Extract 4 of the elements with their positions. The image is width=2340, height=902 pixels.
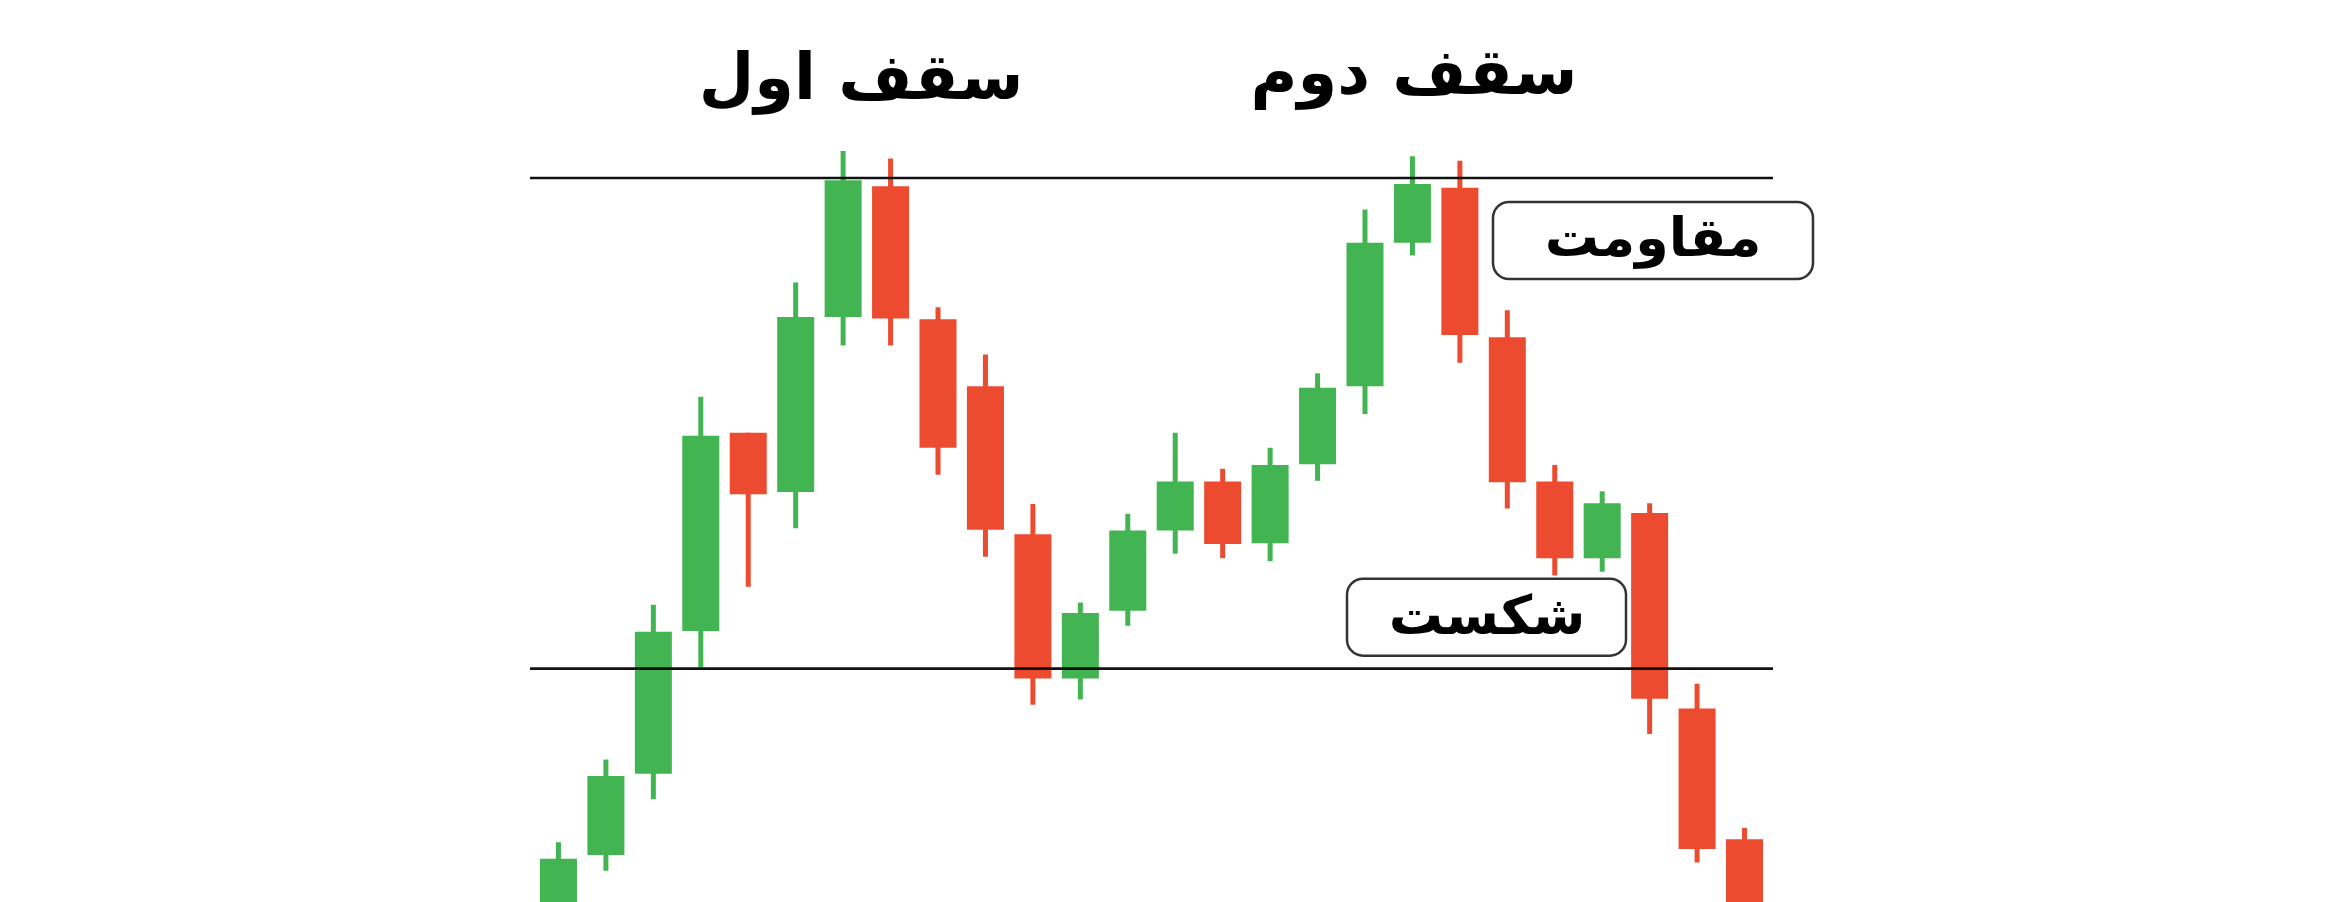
text: سقف دوم: [1250, 35, 1578, 110]
text: سقف اول: [698, 40, 1024, 115]
ref-line-label: شکست: [1388, 583, 1586, 647]
ref-line-label: مقاومت: [1544, 206, 1762, 270]
